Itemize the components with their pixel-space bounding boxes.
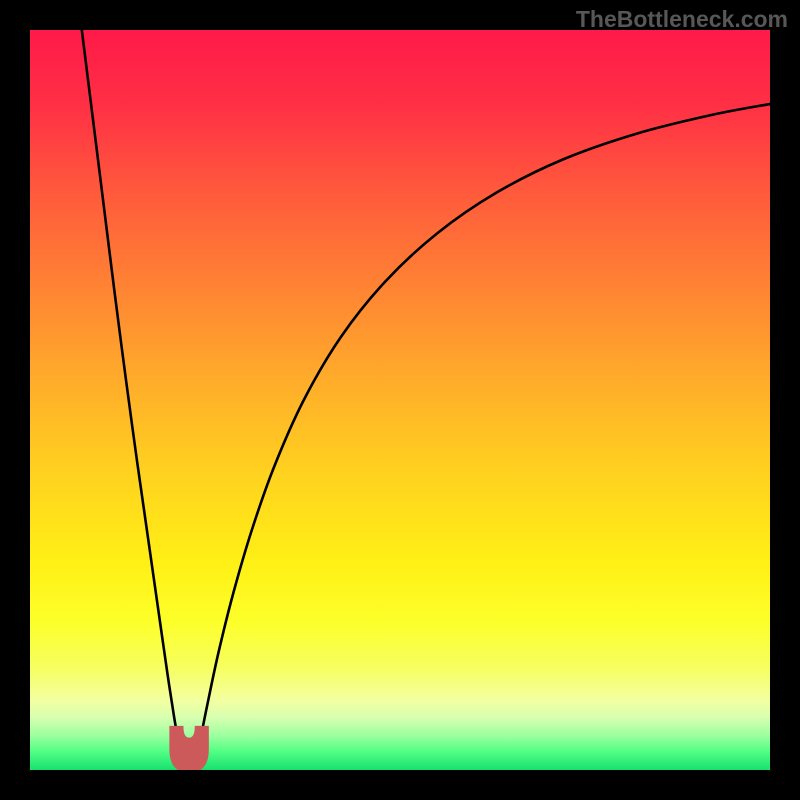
right-branch-curve <box>200 104 770 740</box>
watermark-text: TheBottleneck.com <box>576 6 788 33</box>
chart-root: TheBottleneck.com <box>0 0 800 800</box>
bottom-u-marker <box>170 726 208 770</box>
plot-frame <box>30 30 770 770</box>
curve-layer <box>30 30 770 770</box>
left-branch-curve <box>82 30 178 740</box>
